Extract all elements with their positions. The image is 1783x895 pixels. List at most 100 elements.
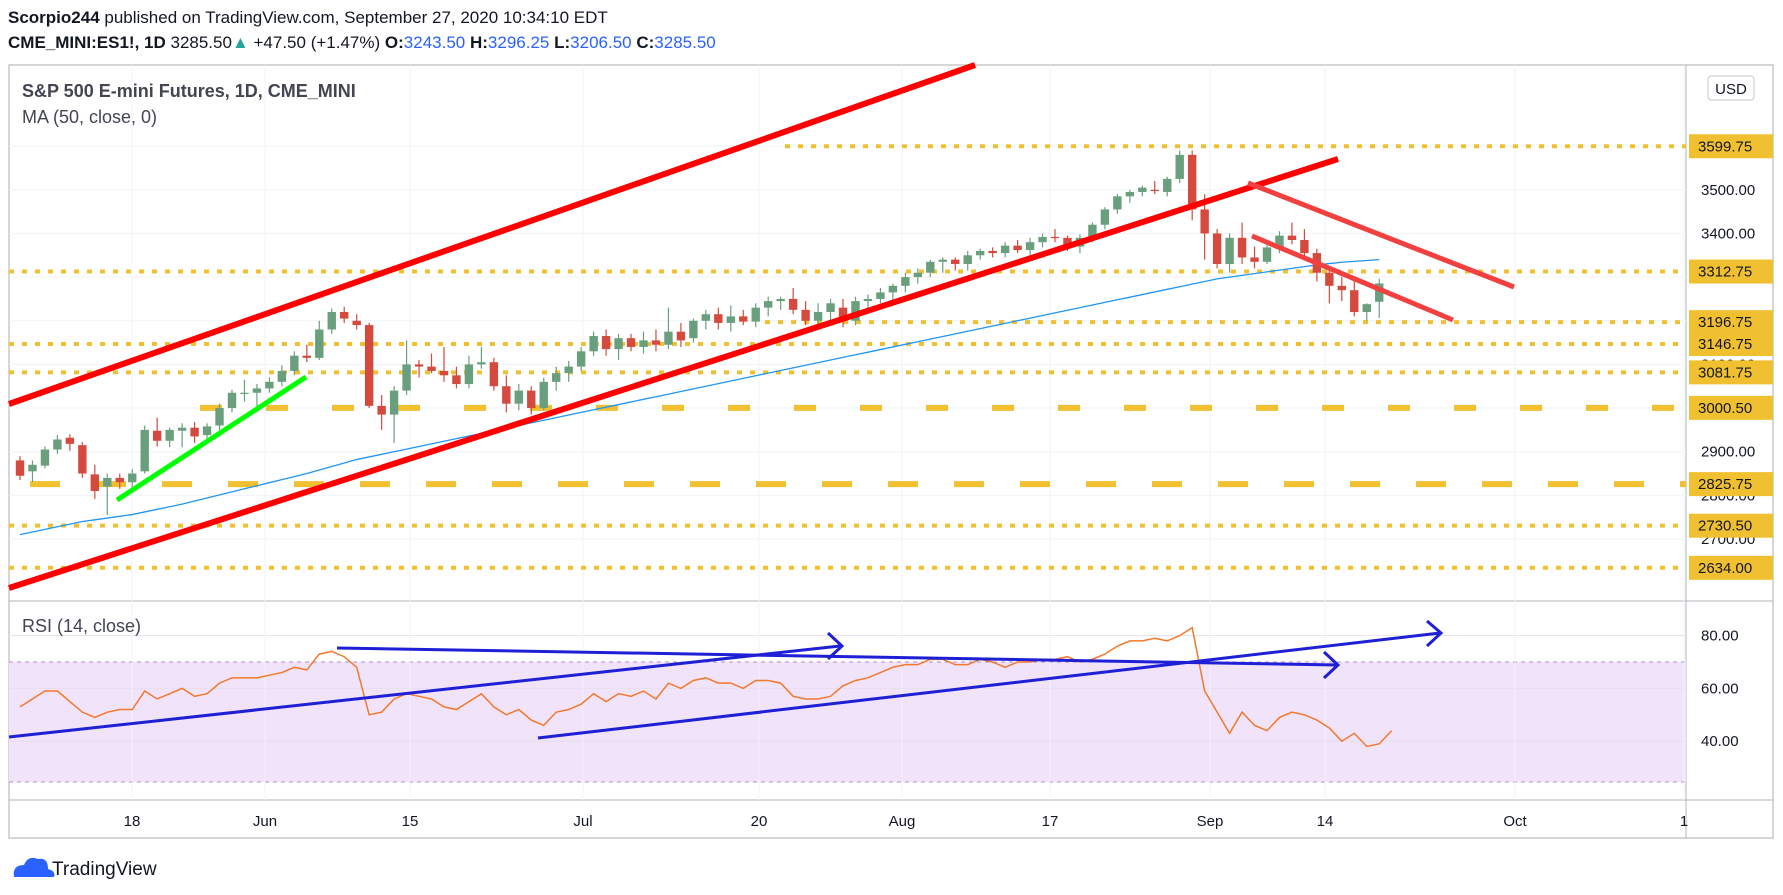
candle[interactable]: [502, 375, 511, 413]
rsi-rising-trendline-1[interactable]: [8, 644, 841, 739]
candle[interactable]: [1150, 181, 1159, 195]
candle[interactable]: [576, 346, 586, 371]
bull-flag-lower-line[interactable]: [1251, 233, 1454, 323]
candle[interactable]: [664, 307, 673, 350]
time-axis[interactable]: 18 Jun 15 Jul 20 Aug 17 Sep 14 Oct 1: [124, 813, 1689, 830]
candle[interactable]: [340, 306, 349, 323]
candle[interactable]: [190, 422, 199, 443]
candle[interactable]: [315, 320, 324, 361]
candle[interactable]: [1125, 189, 1135, 203]
candle[interactable]: [290, 351, 299, 376]
candle[interactable]: [90, 464, 100, 499]
candle[interactable]: [813, 303, 823, 328]
rsi-axis[interactable]: 40.00 60.00 80.00: [1701, 628, 1739, 751]
currency-button[interactable]: USD: [1707, 75, 1755, 101]
candle[interactable]: [1325, 268, 1334, 304]
candle[interactable]: [676, 322, 686, 347]
candle[interactable]: [514, 384, 523, 411]
candle[interactable]: [726, 305, 735, 332]
bull-flag-upper-line[interactable]: [1247, 180, 1515, 290]
candle[interactable]: [626, 333, 636, 352]
candle[interactable]: [1100, 207, 1110, 230]
candle[interactable]: [464, 355, 474, 389]
candle[interactable]: [15, 456, 25, 481]
author-name[interactable]: Scorpio244: [8, 8, 100, 27]
candle[interactable]: [714, 307, 723, 330]
candle[interactable]: [78, 442, 87, 478]
candle[interactable]: [1237, 222, 1247, 265]
candle[interactable]: [963, 250, 972, 271]
candle[interactable]: [1113, 194, 1122, 214]
candle[interactable]: [302, 344, 312, 363]
candle[interactable]: [402, 340, 411, 395]
candle[interactable]: [614, 333, 623, 361]
candle[interactable]: [951, 257, 960, 271]
candle[interactable]: [103, 473, 112, 515]
candle[interactable]: [826, 298, 835, 321]
candle[interactable]: [277, 365, 287, 387]
candle[interactable]: [252, 384, 262, 406]
candle[interactable]: [601, 329, 611, 356]
candle[interactable]: [888, 283, 898, 302]
candle[interactable]: [377, 394, 386, 430]
candle[interactable]: [901, 272, 910, 293]
candle[interactable]: [364, 322, 374, 409]
candle[interactable]: [689, 318, 698, 343]
candle[interactable]: [152, 417, 162, 447]
candle[interactable]: [53, 435, 62, 454]
green-trend-line[interactable]: [115, 374, 308, 503]
candle[interactable]: [851, 296, 860, 326]
candle[interactable]: [1375, 278, 1384, 318]
candle[interactable]: [477, 346, 486, 369]
candle[interactable]: [527, 386, 536, 415]
tradingview-logo[interactable]: TradingView: [13, 857, 157, 880]
candle[interactable]: [427, 353, 436, 374]
candle[interactable]: [327, 308, 336, 334]
candle[interactable]: [1250, 246, 1259, 269]
candle[interactable]: [215, 403, 224, 430]
candle[interactable]: [1337, 277, 1347, 302]
candle[interactable]: [1300, 229, 1309, 258]
candle[interactable]: [739, 309, 748, 326]
candle[interactable]: [177, 423, 187, 448]
candle[interactable]: [913, 268, 923, 284]
candle[interactable]: [1038, 233, 1047, 248]
currency-button-box[interactable]: [1707, 75, 1755, 101]
candle[interactable]: [1287, 222, 1297, 245]
candle[interactable]: [1138, 185, 1147, 197]
currency-button-label[interactable]: USD: [1715, 81, 1747, 98]
candle[interactable]: [1025, 237, 1035, 256]
candle[interactable]: [1350, 281, 1359, 317]
candle[interactable]: [115, 473, 124, 489]
candle[interactable]: [539, 377, 548, 411]
candle[interactable]: [165, 427, 174, 448]
candle[interactable]: [1163, 176, 1172, 197]
candle[interactable]: [452, 366, 461, 389]
lower-channel-line[interactable]: [8, 156, 1339, 591]
candle[interactable]: [227, 389, 237, 413]
candle[interactable]: [1262, 244, 1272, 265]
candle[interactable]: [639, 331, 648, 354]
candle[interactable]: [938, 257, 947, 273]
logo-text[interactable]: TradingView: [52, 859, 157, 880]
candle[interactable]: [876, 288, 885, 304]
candle[interactable]: [776, 296, 785, 310]
drawings[interactable]: [8, 62, 1515, 740]
candle[interactable]: [389, 386, 399, 443]
candle[interactable]: [1212, 229, 1222, 269]
candle[interactable]: [988, 247, 997, 258]
candle[interactable]: [589, 331, 598, 356]
candle[interactable]: [764, 296, 773, 317]
candle[interactable]: [439, 346, 449, 382]
candle[interactable]: [1000, 242, 1010, 258]
candle[interactable]: [564, 360, 573, 382]
candle[interactable]: [926, 259, 935, 278]
candle[interactable]: [863, 294, 873, 308]
rsi-flat-trendline[interactable]: [336, 646, 1339, 667]
candle[interactable]: [352, 314, 361, 330]
candle[interactable]: [265, 377, 274, 393]
candle[interactable]: [1175, 150, 1184, 184]
candle[interactable]: [240, 379, 249, 402]
candle[interactable]: [838, 298, 848, 328]
